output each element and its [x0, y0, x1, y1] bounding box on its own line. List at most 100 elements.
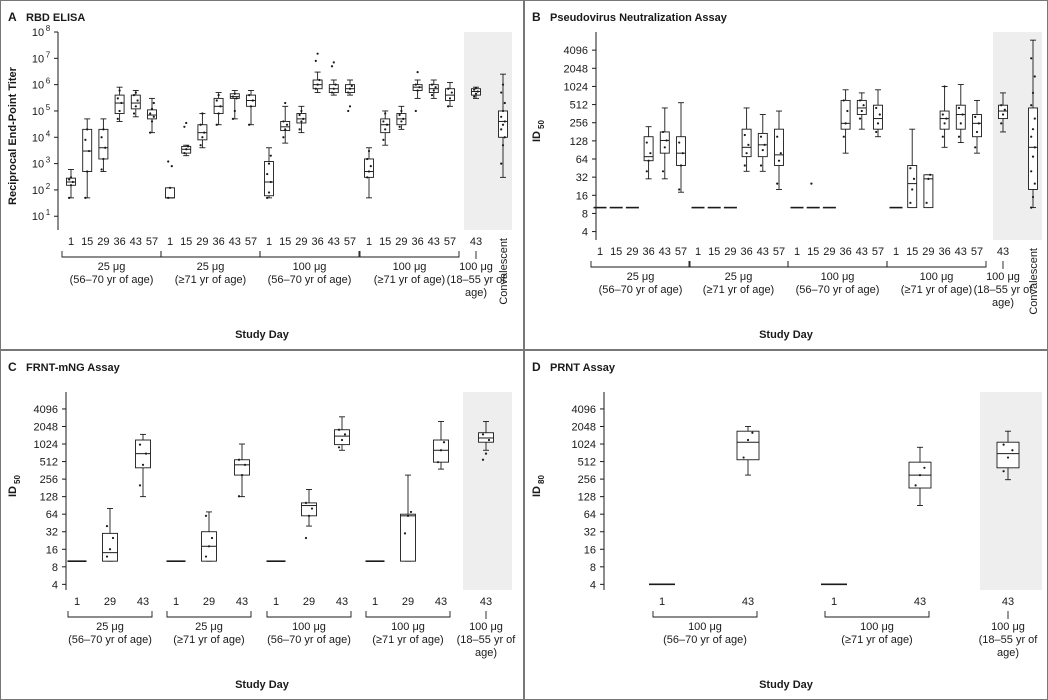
group-bracket	[365, 611, 451, 618]
data-point	[204, 555, 208, 558]
data-point	[382, 120, 385, 123]
y-tick-label: 4096	[34, 404, 58, 416]
box-iqr	[741, 128, 752, 158]
data-point	[348, 105, 352, 108]
data-point	[959, 122, 962, 125]
data-point	[647, 159, 650, 162]
data-point	[298, 113, 301, 117]
data-point	[382, 138, 385, 141]
group-sublabel: (56–70 yr of age)	[68, 634, 152, 646]
data-point	[846, 109, 849, 113]
data-point	[217, 112, 220, 115]
data-point	[503, 101, 506, 105]
box-plot	[102, 508, 118, 562]
day-label: 29	[97, 236, 109, 248]
box-iqr	[478, 432, 494, 443]
data-point	[416, 70, 419, 74]
data-point	[474, 86, 478, 90]
group: 1 15 29 36 43 57 25 μg(≥71 yr of age)	[688, 107, 789, 296]
box-plot	[98, 118, 109, 172]
day-label: 29	[823, 246, 835, 258]
box-plot	[412, 70, 423, 113]
data-point	[1030, 206, 1033, 209]
box-iqr	[939, 110, 950, 130]
data-point	[747, 143, 750, 146]
box-plot	[66, 168, 76, 199]
y-axis-label: ID	[531, 486, 543, 497]
data-point	[414, 83, 417, 86]
day-label: 43	[229, 236, 241, 248]
box-plot	[165, 160, 175, 199]
group: 1 29 43 100 μg(≥71 yr of age)	[365, 420, 451, 646]
day-label: 36	[839, 246, 851, 258]
data-point	[141, 463, 145, 466]
box-plot	[908, 446, 932, 507]
data-point	[168, 186, 172, 189]
data-point	[398, 113, 401, 117]
day-label: 15	[610, 246, 622, 258]
box-iqr	[82, 128, 93, 172]
data-point	[661, 130, 665, 134]
data-point	[1030, 135, 1033, 138]
day-label: 29	[203, 596, 215, 608]
box-plot	[396, 105, 407, 130]
box-iqr	[972, 114, 982, 138]
y-tick-label: 8	[52, 562, 58, 574]
data-point	[911, 188, 914, 191]
data-point	[1033, 75, 1036, 78]
box-plot	[82, 118, 93, 199]
data-point	[215, 123, 218, 126]
data-point	[941, 135, 944, 138]
day-label: 57	[971, 246, 983, 258]
data-point	[132, 94, 136, 97]
day-label: 15	[807, 246, 819, 258]
data-point	[442, 441, 446, 444]
data-point	[858, 117, 862, 120]
x-axis-label: Study Day	[759, 329, 814, 341]
y-tick-label: 4	[52, 579, 58, 591]
box-iqr	[130, 94, 141, 110]
panel-title: FRNT-mNG Assay	[26, 362, 121, 374]
data-point	[409, 510, 413, 514]
group: 1 15 29 36 43 57 100 μg(56–70 yr of age)	[787, 89, 888, 296]
data-point	[138, 443, 142, 446]
box-plot	[234, 443, 250, 498]
box-plot	[328, 61, 339, 96]
data-point	[350, 84, 353, 87]
data-point	[430, 83, 434, 86]
data-point	[170, 165, 173, 168]
box-iqr	[736, 430, 760, 461]
group-bracket	[160, 251, 261, 258]
data-point	[745, 152, 748, 155]
data-point	[842, 99, 845, 102]
day-label: 43	[997, 246, 1009, 258]
group: 1 43 100 μg(56–70 yr of age)	[649, 426, 760, 646]
data-point	[776, 135, 779, 138]
data-point	[248, 123, 251, 126]
data-point	[1030, 104, 1033, 107]
y-tick-exponent: 2	[46, 182, 51, 191]
y-tick-exponent: 8	[46, 24, 51, 33]
data-point	[118, 109, 121, 113]
box-plot	[856, 92, 867, 130]
group-sublabel: (≥71 yr of age)	[841, 634, 912, 646]
group-bracket	[824, 611, 930, 618]
group-sublabel: age)	[992, 297, 1014, 309]
box-iqr	[264, 161, 274, 197]
group-label: 100 μg	[860, 621, 894, 633]
data-point	[1002, 443, 1005, 446]
data-point	[233, 92, 236, 95]
box-plot	[280, 101, 291, 144]
data-point	[501, 109, 505, 113]
data-point	[249, 105, 253, 108]
data-point	[403, 532, 407, 535]
group-sublabel: age)	[997, 647, 1019, 659]
group-label: 100 μg	[469, 621, 503, 633]
x-axis-label: Study Day	[235, 679, 290, 691]
y-tick-label: 512	[578, 457, 596, 469]
data-point	[337, 428, 341, 431]
y-tick-label: 1024	[564, 81, 588, 93]
day-label: 43	[328, 236, 340, 248]
panel-frame	[0, 0, 524, 350]
